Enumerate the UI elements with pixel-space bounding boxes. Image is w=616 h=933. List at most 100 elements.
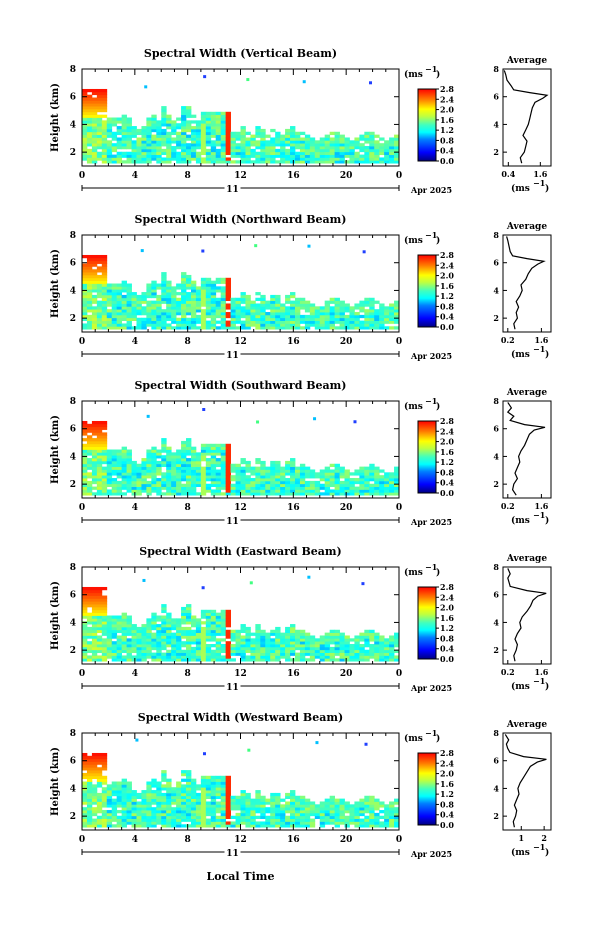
x-tick-label: 12 [234,337,247,347]
cbar-tick-label: 2.4 [440,426,454,436]
avg-y-tick-label: 6 [493,590,499,600]
date-day: 11 [226,351,239,361]
avg-xlabel: (ms [511,681,530,692]
y-tick-label: 2 [70,812,76,822]
cbar-unit-exp: −1 [425,562,437,572]
y-tick-label: 2 [70,480,76,490]
date-month: Apr 2025 [410,683,452,693]
avg-y-tick-label: 2 [493,147,499,157]
avg-y-tick-label: 6 [493,756,499,766]
cbar-unit: (ms [404,69,423,80]
cbar-tick-label: 1.6 [440,779,454,789]
cbar-tick-label: 1.2 [440,125,454,135]
date-day-bg [224,349,241,359]
avg-y-tick-label: 6 [493,424,499,434]
x-tick-label: 20 [340,503,353,513]
outlier-speck [142,578,146,582]
panel-4: Spectral Width (Eastward Beam) 2 4 6 8 Height… [50,545,552,693]
y-tick-label: 4 [70,120,76,130]
x-tick-label: 0 [396,835,402,845]
avg-frame [502,400,552,499]
x-tick-label: 0 [79,835,85,845]
y-axis-label: Height (km) [50,415,61,484]
y-tick-label: 8 [70,563,76,573]
avg-y-tick-label: 4 [493,451,499,461]
y-tick-label: 8 [70,231,76,241]
avg-title: Average [506,388,547,398]
cbar-tick-label: 0.8 [440,633,454,643]
y-axis-label: Height (km) [50,581,61,650]
cbar-tick-label: 2.4 [440,94,454,104]
avg-x-tick-label: 1.6 [533,169,547,179]
cbar-unit-exp: −1 [425,728,437,738]
cbar-tick-label: 2.4 [440,592,454,602]
cbar-tick-label: 0.4 [440,146,454,156]
y-tick-label: 4 [70,618,76,628]
outlier-speck [307,575,311,579]
outlier-speck [146,414,150,418]
avg-x-tick-label: 0.2 [501,335,515,345]
avg-xlabel: (ms [511,847,530,858]
x-tick-label: 4 [132,171,138,181]
outlier-speck [144,85,148,89]
outlier-speck [247,748,251,752]
outlier-speck [246,78,250,82]
y-axis-label: Height (km) [50,83,61,152]
x-tick-label: 0 [396,503,402,513]
avg-profile-line [507,568,547,662]
date-day: 11 [226,517,239,527]
avg-y-tick-label: 8 [493,230,499,240]
outlier-speck [202,752,206,756]
y-axis-label: Height (km) [50,747,61,816]
cbar-tick-label: 0.4 [440,644,454,654]
cbar-tick-label: 2.4 [440,758,454,768]
avg-xlabel-exp: −1 [533,178,545,188]
outlier-speck [364,742,368,746]
cbar-tick-label: 0.0 [440,488,454,498]
outlier-speck [307,244,311,248]
cbar-unit-close: ) [436,401,440,412]
cbar-unit: (ms [404,401,423,412]
avg-x-tick-label: 1.6 [534,667,548,677]
x-tick-label: 8 [185,835,191,845]
bottom-xlabel: Local Time [207,870,275,883]
date-day-bg [224,847,241,857]
x-tick-label: 8 [185,669,191,679]
panel-title: Spectral Width (Westward Beam) [138,711,343,724]
spectral-width-field [82,575,400,662]
colorbar [417,254,437,328]
x-tick-label: 8 [185,337,191,347]
date-month: Apr 2025 [410,849,452,859]
avg-y-tick-label: 4 [493,617,499,627]
avg-xlabel: (ms [511,515,530,526]
avg-title: Average [506,222,547,232]
avg-profile-line [504,734,547,828]
x-tick-label: 0 [396,337,402,347]
avg-xlabel-close: ) [545,681,549,692]
outlier-speck [203,75,207,79]
outlier-speck [313,417,317,421]
avg-x-tick-label: 1.6 [534,501,548,511]
x-tick-label: 16 [287,337,300,347]
y-tick-label: 8 [70,65,76,75]
avg-y-tick-label: 4 [493,783,499,793]
date-month: Apr 2025 [410,517,452,527]
y-tick-label: 2 [70,646,76,656]
avg-frame [502,566,552,665]
avg-x-tick-label: 0.2 [501,501,515,511]
cbar-tick-label: 2.0 [440,271,454,281]
colorbar [417,420,437,494]
avg-y-tick-label: 8 [493,728,499,738]
colorbar [417,586,437,660]
avg-y-tick-label: 8 [493,562,499,572]
avg-xlabel-exp: −1 [533,510,545,520]
avg-xlabel-close: ) [545,183,549,194]
cbar-unit-exp: −1 [425,64,437,74]
cbar-tick-label: 2.0 [440,769,454,779]
x-tick-label: 0 [396,669,402,679]
avg-x-tick-label: 1 [518,833,524,843]
avg-y-tick-label: 6 [493,92,499,102]
cbar-tick-label: 0.4 [440,478,454,488]
date-month: Apr 2025 [410,185,452,195]
y-tick-label: 6 [70,591,76,601]
